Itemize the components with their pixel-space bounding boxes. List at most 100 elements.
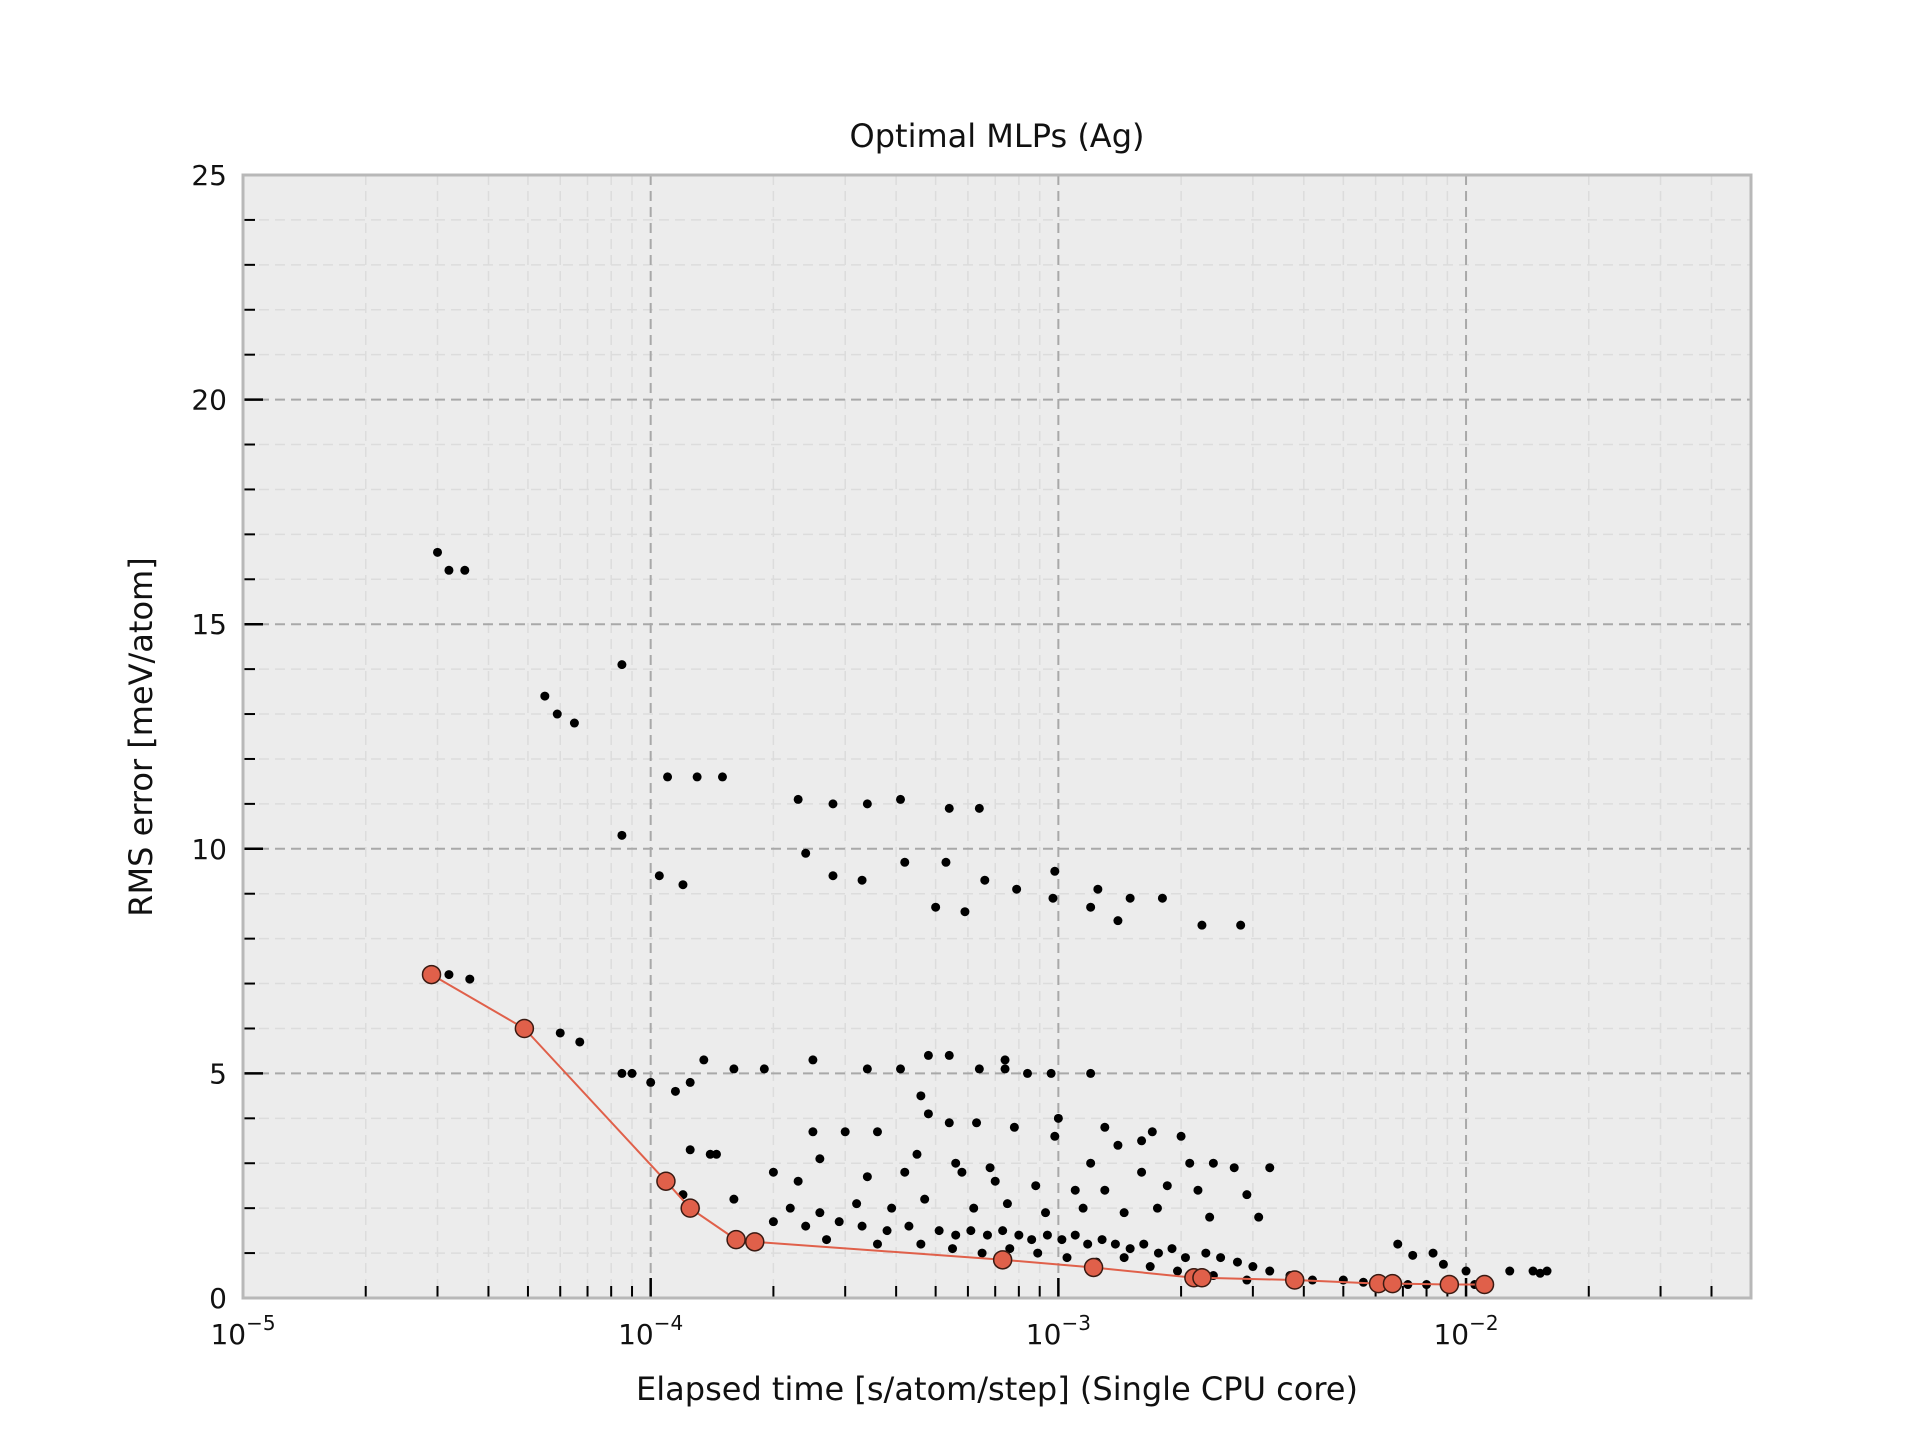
data-point (980, 875, 990, 885)
y-tick-label: 10 (191, 833, 227, 866)
data-point (1162, 1181, 1172, 1191)
data-point (1147, 1127, 1157, 1137)
data-point (923, 1050, 933, 1060)
data-point (1137, 1136, 1147, 1146)
data-point (768, 1167, 778, 1177)
data-point (1153, 1248, 1163, 1258)
data-point (1197, 920, 1207, 930)
data-point (692, 772, 702, 782)
pareto-front-points (421, 964, 1495, 1295)
data-point (944, 1118, 954, 1128)
data-point (705, 1149, 715, 1159)
data-point (969, 1203, 979, 1213)
data-point (785, 1203, 795, 1213)
pareto-point (1474, 1274, 1495, 1295)
plot-background (243, 175, 1751, 1298)
data-point (617, 830, 627, 840)
data-point (912, 1149, 922, 1159)
data-point (834, 1217, 844, 1227)
pareto-point (992, 1250, 1013, 1270)
data-point (1242, 1275, 1252, 1285)
data-point (1125, 893, 1135, 903)
data-point (1393, 1239, 1403, 1249)
data-point (1113, 916, 1123, 926)
data-point (852, 1199, 862, 1209)
pareto-point (1192, 1268, 1212, 1288)
data-point (815, 1208, 825, 1218)
data-point (1119, 1208, 1129, 1218)
data-point (540, 691, 550, 701)
data-point (923, 1109, 933, 1119)
data-point (872, 1239, 882, 1249)
x-tick-label: 10−5 (210, 1311, 275, 1351)
data-point (931, 902, 941, 912)
y-tick-label: 25 (191, 159, 227, 192)
x-axis-label: Elapsed time [s/atom/step] (Single CPU c… (636, 1370, 1358, 1408)
x-tick-labels: 10−5 10−4 10−3 10−2 (210, 1311, 1498, 1351)
data-point (974, 1064, 984, 1074)
pareto-point (1284, 1270, 1305, 1290)
data-point (1097, 1235, 1107, 1245)
data-point (862, 1172, 872, 1182)
data-point (1408, 1250, 1418, 1260)
data-point (1201, 1248, 1211, 1258)
data-point (948, 1244, 958, 1254)
data-point (1113, 1140, 1123, 1150)
data-point (872, 1127, 882, 1137)
data-point (617, 660, 627, 670)
data-point (982, 1230, 992, 1240)
pareto-point (421, 964, 442, 985)
data-point (1057, 1235, 1067, 1245)
data-point (617, 1068, 627, 1078)
data-point (828, 799, 838, 809)
data-point (1505, 1266, 1515, 1276)
data-point (793, 794, 803, 804)
data-point (711, 1149, 721, 1159)
y-tick-label: 20 (191, 384, 227, 417)
data-point (815, 1154, 825, 1164)
data-point (828, 871, 838, 881)
data-point (1139, 1239, 1149, 1249)
data-point (1205, 1212, 1215, 1222)
data-point (1009, 1122, 1019, 1132)
data-point (1528, 1266, 1538, 1276)
data-point (1176, 1131, 1186, 1141)
data-point (569, 718, 579, 728)
data-point (1093, 884, 1103, 894)
data-point (1031, 1181, 1041, 1191)
data-point (1042, 1230, 1052, 1240)
data-point (1428, 1248, 1438, 1258)
data-point (465, 974, 475, 984)
data-point (1137, 1167, 1147, 1177)
data-point (972, 1118, 982, 1128)
data-point (759, 1064, 769, 1074)
data-point (916, 1091, 926, 1101)
data-point (699, 1055, 709, 1065)
chart-title: Optimal MLPs (Ag) (850, 117, 1145, 155)
data-point (1014, 1230, 1024, 1240)
pareto-point (1382, 1273, 1403, 1294)
data-point (646, 1077, 656, 1087)
data-point (1086, 1068, 1096, 1078)
pareto-point (514, 1018, 535, 1039)
data-point (808, 1127, 818, 1137)
pareto-point (745, 1232, 765, 1252)
data-point (951, 1230, 961, 1240)
data-point (1193, 1185, 1203, 1195)
y-axis-label: RMS error [meV/atom] (122, 557, 160, 916)
data-point (1152, 1203, 1162, 1213)
data-point (768, 1217, 778, 1227)
data-point (1070, 1185, 1080, 1195)
data-point (944, 803, 954, 813)
data-point (977, 1248, 987, 1258)
data-point (1110, 1239, 1120, 1249)
data-point (1050, 866, 1060, 876)
data-point (1229, 1163, 1239, 1173)
data-point (433, 547, 443, 557)
y-tick-labels: 0 5 10 15 20 25 (191, 159, 227, 1315)
data-point (808, 1055, 818, 1065)
data-point (444, 565, 454, 575)
data-point (1100, 1185, 1110, 1195)
data-point (1002, 1199, 1012, 1209)
